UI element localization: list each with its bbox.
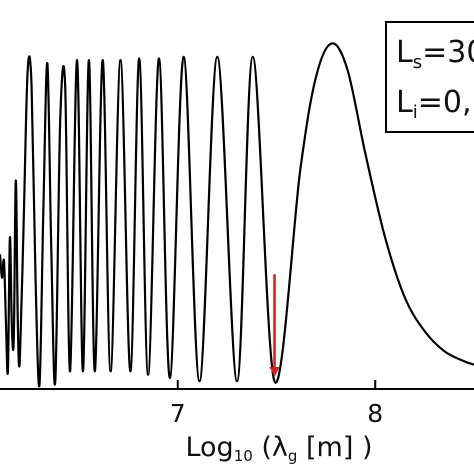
x-tick-label-8: 8 <box>367 399 383 428</box>
legend-entry-li: Li=0, <box>396 85 472 123</box>
legend: Ls=30 Li=0, <box>385 21 474 133</box>
x-axis-title: Log10 (λg [m] ) <box>185 432 372 465</box>
plot-area <box>0 42 474 388</box>
legend-box <box>385 21 474 133</box>
series-line-0 <box>0 42 474 388</box>
legend-entry-ls: Ls=30 <box>396 35 474 73</box>
x-tick-label-7: 7 <box>170 399 186 428</box>
